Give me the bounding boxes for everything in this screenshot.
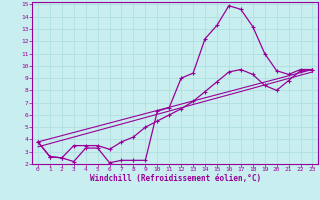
X-axis label: Windchill (Refroidissement éolien,°C): Windchill (Refroidissement éolien,°C) <box>90 174 261 183</box>
